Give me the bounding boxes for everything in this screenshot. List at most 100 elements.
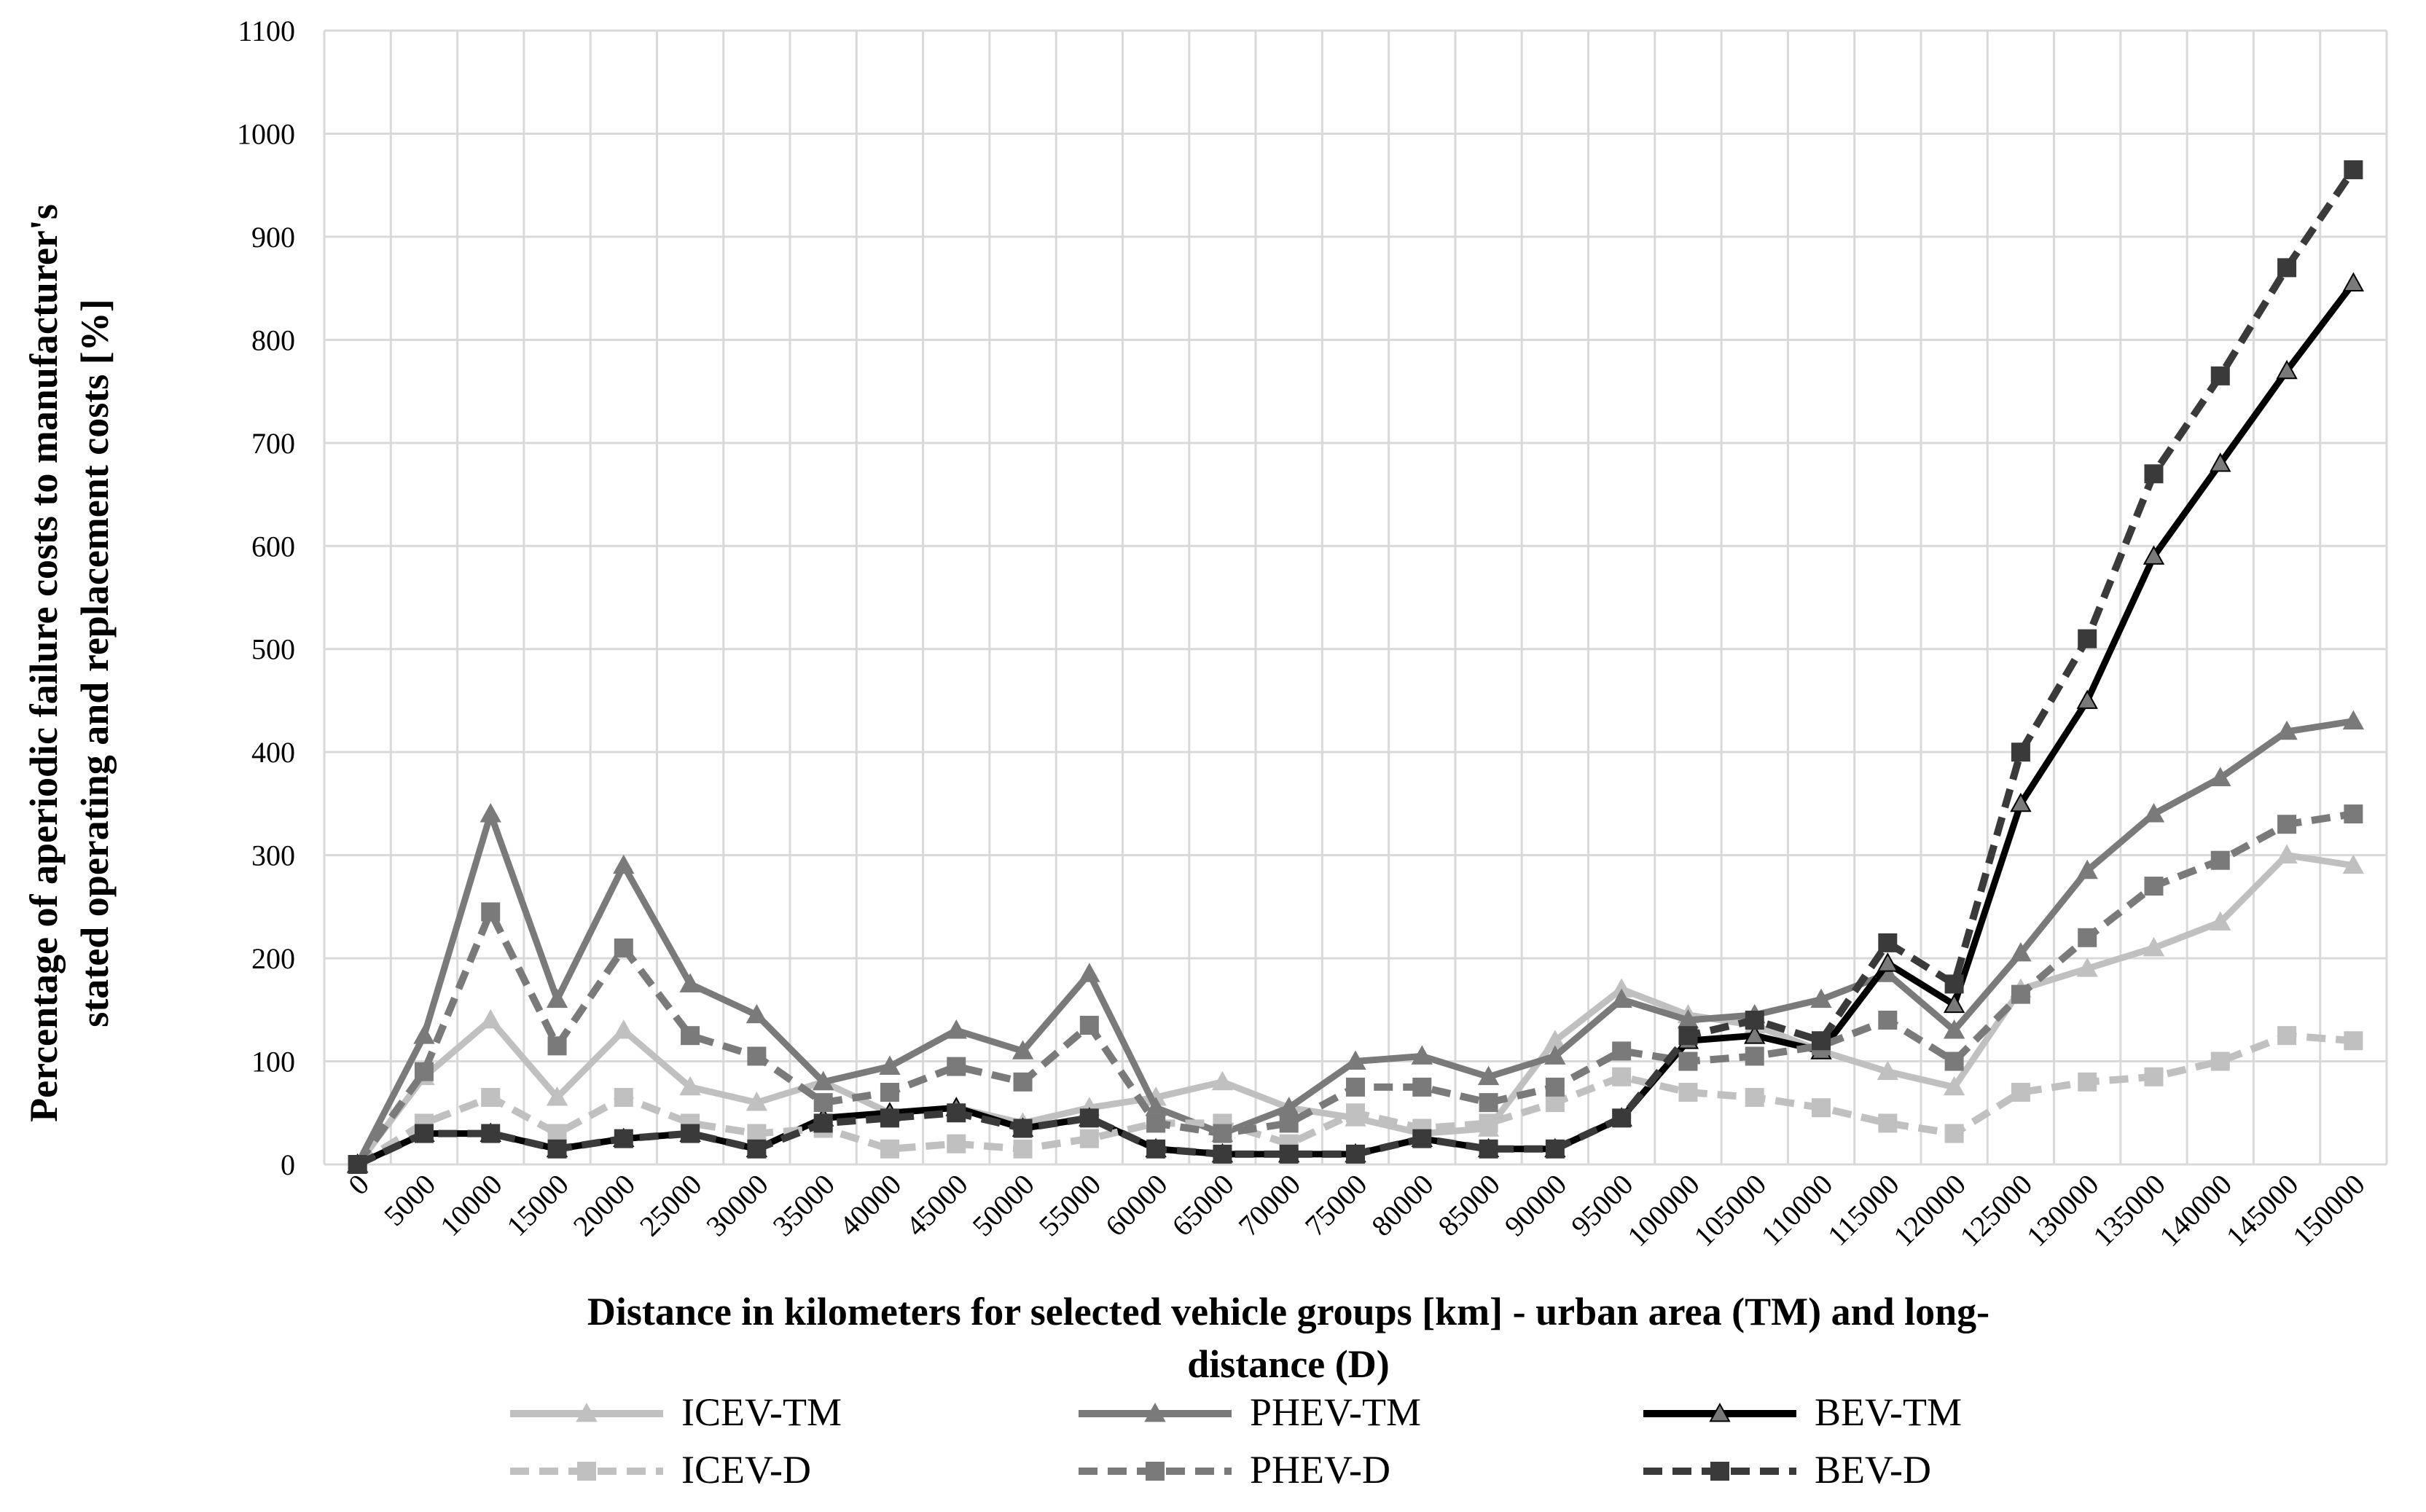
point-phev-tm xyxy=(812,1070,834,1091)
point-phev-d xyxy=(1745,1046,1764,1066)
x-axis-title-line-1: Distance in kilometers for selected vehi… xyxy=(587,1290,1989,1333)
legend-item-bev-tm: BEV-TM xyxy=(1643,1390,1962,1434)
legend-label-icev-d: ICEV-D xyxy=(681,1448,811,1492)
point-icev-d xyxy=(2210,1051,2230,1071)
point-phev-d xyxy=(614,938,633,957)
y-axis-title-line-1: Percentage of aperiodic failure costs to… xyxy=(22,204,66,1122)
legend-marker-icev-d xyxy=(577,1462,596,1481)
legend-item-bev-d: BEV-D xyxy=(1643,1448,1931,1492)
x-tick-label: 100000 xyxy=(1621,1168,1706,1253)
point-phev-tm xyxy=(1810,988,1832,1008)
point-bev-d xyxy=(1812,1031,1831,1051)
point-icev-tm xyxy=(679,1076,701,1096)
point-phev-tm xyxy=(613,854,635,874)
point-phev-tm xyxy=(1943,1019,1965,1039)
point-phev-d xyxy=(1346,1077,1365,1097)
point-icev-tm xyxy=(2276,844,2298,864)
point-bev-d xyxy=(880,1108,899,1128)
y-tick-label: 400 xyxy=(251,736,295,769)
point-phev-d xyxy=(1079,1016,1099,1035)
x-tick-label: 115000 xyxy=(1821,1168,1906,1253)
x-tick-label: 75000 xyxy=(1299,1168,1374,1243)
point-bev-d xyxy=(2277,258,2297,278)
point-bev-d xyxy=(813,1113,833,1133)
point-icev-d xyxy=(1346,1103,1365,1123)
point-phev-tm xyxy=(1345,1050,1366,1070)
point-phev-d xyxy=(1412,1077,1432,1097)
point-bev-d xyxy=(2344,160,2363,179)
x-tick-label: 125000 xyxy=(1954,1168,2039,1253)
point-icev-tm xyxy=(2076,957,2098,977)
point-phev-d xyxy=(681,1026,700,1046)
point-phev-tm xyxy=(546,988,568,1008)
point-phev-d xyxy=(1545,1077,1565,1097)
point-phev-d xyxy=(1878,1010,1898,1030)
point-icev-d xyxy=(2144,1067,2164,1086)
x-tick-label: 150000 xyxy=(2286,1168,2371,1253)
x-axis-ticks: 0 500010000150002000025000300003500040000… xyxy=(342,1168,2371,1253)
point-phev-d xyxy=(2011,984,2030,1004)
y-tick-label: 600 xyxy=(251,530,295,563)
point-phev-d xyxy=(1678,1051,1698,1071)
y-tick-label: 900 xyxy=(251,221,295,254)
point-bev-d xyxy=(1013,1119,1033,1138)
y-tick-label: 0 xyxy=(281,1148,295,1181)
point-icev-d xyxy=(2078,1072,2097,1092)
x-tick-label: 80000 xyxy=(1365,1168,1440,1243)
point-bev-d xyxy=(1878,933,1898,952)
legend-marker-phev-d xyxy=(1146,1462,1165,1481)
point-icev-tm xyxy=(746,1092,768,1111)
point-bev-tm xyxy=(1877,952,1899,972)
point-phev-d xyxy=(1612,1041,1632,1061)
point-bev-d xyxy=(1146,1139,1166,1159)
point-icev-d xyxy=(1013,1139,1033,1159)
point-bev-d xyxy=(2078,629,2097,649)
point-bev-tm xyxy=(2076,689,2098,709)
point-phev-tm xyxy=(1477,1065,1500,1086)
point-bev-d xyxy=(614,1129,633,1148)
y-tick-label: 300 xyxy=(251,839,295,872)
point-phev-d xyxy=(1013,1072,1033,1092)
point-phev-d xyxy=(880,1082,899,1102)
point-phev-tm xyxy=(2010,941,2032,962)
point-icev-tm xyxy=(1211,1070,1234,1091)
point-icev-d xyxy=(1812,1098,1831,1118)
point-bev-d xyxy=(1346,1144,1365,1164)
point-icev-d xyxy=(2344,1031,2363,1051)
point-phev-tm xyxy=(2076,859,2098,880)
point-phev-d xyxy=(2144,877,2164,896)
y-axis-ticks: 0 100 200 300 400 500 600 700 800 900 1000 1100 xyxy=(237,15,295,1181)
point-icev-d xyxy=(2277,1026,2297,1046)
point-phev-tm xyxy=(413,1025,435,1044)
point-bev-d xyxy=(1678,1026,1698,1046)
point-bev-d xyxy=(1279,1144,1299,1164)
point-phev-d xyxy=(1479,1093,1498,1113)
point-bev-d xyxy=(481,1124,501,1143)
x-tick-label: 145000 xyxy=(2220,1168,2305,1253)
point-bev-d xyxy=(2210,366,2230,385)
point-phev-d xyxy=(947,1057,966,1076)
point-icev-tm xyxy=(480,1008,501,1029)
x-tick-label: 40000 xyxy=(833,1168,908,1243)
point-icev-d xyxy=(2011,1082,2030,1102)
point-bev-tm xyxy=(2210,453,2231,472)
point-phev-tm xyxy=(679,973,701,992)
legend-marker-bev-d xyxy=(1710,1462,1729,1481)
legend-item-icev-d: ICEV-D xyxy=(510,1448,811,1492)
point-icev-tm xyxy=(613,1019,635,1039)
series-phev-tm xyxy=(346,710,2365,1173)
series-bev-tm xyxy=(346,272,2365,1173)
point-phev-d xyxy=(1944,1051,1964,1071)
point-icev-d xyxy=(1479,1113,1498,1133)
point-phev-tm xyxy=(2276,720,2298,740)
x-tick-label: 70000 xyxy=(1232,1168,1307,1243)
point-phev-tm xyxy=(879,1055,901,1076)
point-bev-d xyxy=(348,1155,367,1174)
legend-label-phev-d: PHEV-D xyxy=(1250,1448,1390,1492)
point-bev-d xyxy=(2144,464,2164,484)
point-bev-tm xyxy=(2143,545,2165,565)
y-tick-label: 500 xyxy=(251,633,295,666)
legend-label-icev-tm: ICEV-TM xyxy=(681,1390,842,1434)
y-tick-label: 200 xyxy=(251,942,295,975)
point-phev-d xyxy=(1213,1124,1232,1143)
